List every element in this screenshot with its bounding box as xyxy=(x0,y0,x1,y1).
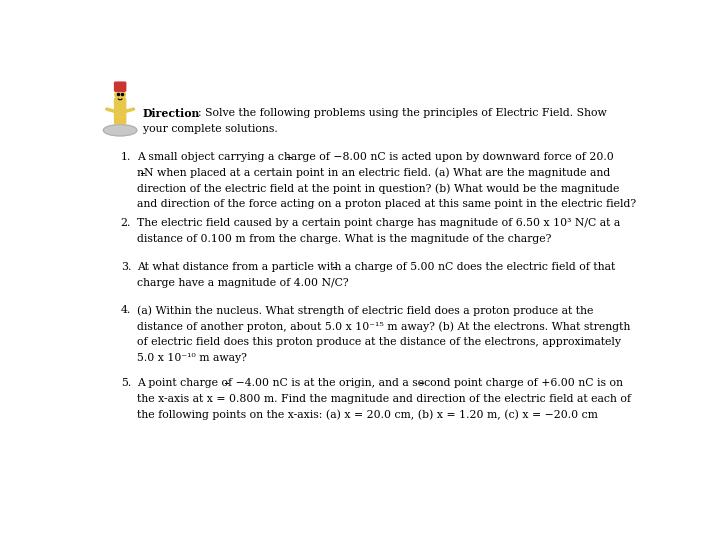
FancyBboxPatch shape xyxy=(114,82,126,91)
Text: At what distance from a particle with a charge of 5.00 nC does the electric fiel: At what distance from a particle with a … xyxy=(138,262,616,272)
Text: A small object carrying a charge of −8.00 nC is acted upon by downward force of : A small object carrying a charge of −8.0… xyxy=(138,152,614,162)
Text: A point charge of −4.00 nC is at the origin, and a second point charge of +6.00 : A point charge of −4.00 nC is at the ori… xyxy=(138,378,624,388)
Text: the x-axis at x = 0.800 m. Find the magnitude and direction of the electric fiel: the x-axis at x = 0.800 m. Find the magn… xyxy=(138,394,631,404)
Text: The electric field caused by a certain point charge has magnitude of 6.50 x 10³ : The electric field caused by a certain p… xyxy=(138,218,621,228)
Text: : Solve the following problems using the principles of Electric Field. Show: : Solve the following problems using the… xyxy=(198,108,606,118)
Text: direction of the electric field at the point in question? (b) What would be the : direction of the electric field at the p… xyxy=(138,183,620,194)
Text: (a) Within the nucleus. What strength of electric field does a proton produce at: (a) Within the nucleus. What strength of… xyxy=(138,306,594,316)
Text: and direction of the force acting on a proton placed at this same point in the e: and direction of the force acting on a p… xyxy=(138,199,636,209)
Text: distance of another proton, about 5.0 x 10⁻¹⁵ m away? (b) At the electrons. What: distance of another proton, about 5.0 x … xyxy=(138,321,631,331)
Text: the following points on the x-axis: (a) x = 20.0 cm, (b) x = 1.20 m, (c) x = −20: the following points on the x-axis: (a) … xyxy=(138,410,598,420)
FancyBboxPatch shape xyxy=(114,98,126,123)
Text: 3.: 3. xyxy=(121,262,131,272)
Text: 2.: 2. xyxy=(121,218,131,228)
Text: charge have a magnitude of 4.00 N/C?: charge have a magnitude of 4.00 N/C? xyxy=(138,278,349,288)
Circle shape xyxy=(114,91,125,99)
Text: nN when placed at a certain point in an electric field. (a) What are the magnitu: nN when placed at a certain point in an … xyxy=(138,168,611,178)
Ellipse shape xyxy=(104,125,137,136)
Text: of electric field does this proton produce at the distance of the electrons, app: of electric field does this proton produ… xyxy=(138,337,621,347)
Text: 4.: 4. xyxy=(121,306,131,315)
Text: 5.: 5. xyxy=(121,378,131,388)
Text: distance of 0.100 m from the charge. What is the magnitude of the charge?: distance of 0.100 m from the charge. Wha… xyxy=(138,234,552,244)
Text: 1.: 1. xyxy=(121,152,131,162)
Text: 5.0 x 10⁻¹⁰ m away?: 5.0 x 10⁻¹⁰ m away? xyxy=(138,353,247,363)
Text: your complete solutions.: your complete solutions. xyxy=(143,123,278,134)
Text: Direction: Direction xyxy=(143,108,200,119)
